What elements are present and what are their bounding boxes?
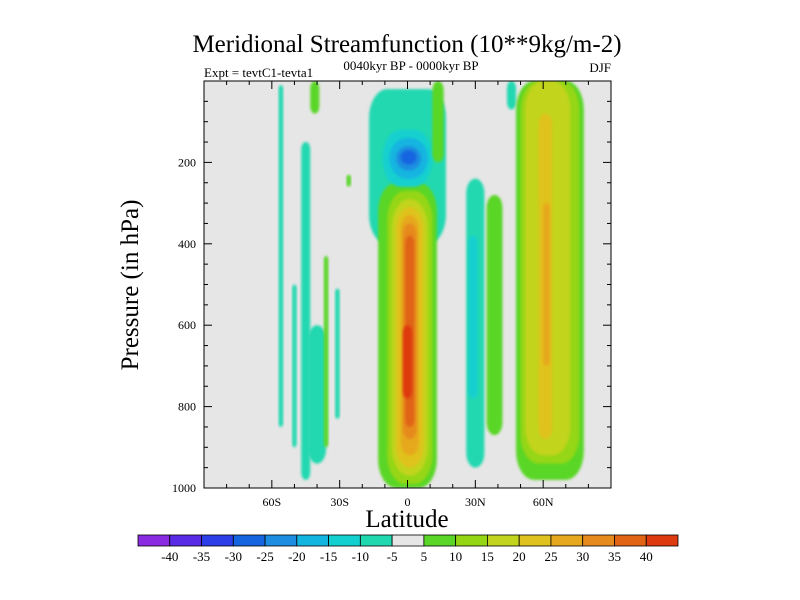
colorbar-label: 15 <box>481 549 494 564</box>
colorbar: -40 -35 -30 -25 -20 -15 -10 -5 5 10 15 20 25 30 35 40 <box>137 534 679 564</box>
colorbar-label: 20 <box>513 549 526 564</box>
colorbar-label: 35 <box>608 549 621 564</box>
colorbar-box <box>550 534 584 547</box>
colorbar-box <box>137 534 171 547</box>
colorbar-box <box>645 534 679 547</box>
colorbar-box <box>232 534 266 547</box>
colorbar-box <box>391 534 425 547</box>
y-tick-label: 800 <box>178 400 196 414</box>
contour-region-6 <box>335 288 340 419</box>
colorbar-label: -5 <box>387 549 398 564</box>
contour-region-7 <box>346 174 351 187</box>
colorbar-label: -25 <box>256 549 273 564</box>
colorbar-label: -20 <box>288 549 305 564</box>
colorbar-box <box>296 534 329 547</box>
colorbar-label: 5 <box>421 549 428 564</box>
contour-region-5 <box>323 256 329 448</box>
colorbar-label: 30 <box>576 549 589 564</box>
colorbar-label: -40 <box>161 549 178 564</box>
contour-region-23 <box>468 235 478 399</box>
chart-subtitle-right: DJF <box>589 60 611 75</box>
chart-subtitle-center: 0040kyr BP - 0000kyr BP <box>343 58 478 73</box>
colorbar-box <box>423 534 457 547</box>
y-tick-label: 400 <box>178 237 196 251</box>
contour-region-16 <box>402 325 413 399</box>
contour-region-20 <box>400 150 417 165</box>
contour-region-1 <box>292 284 297 448</box>
chart-title: Meridional Streamfunction (10**9kg/m-2) <box>192 31 621 58</box>
colorbar-box <box>328 534 361 547</box>
y-axis-ticks: 200 400 600 800 1000 <box>172 100 611 495</box>
y-tick-label: 200 <box>178 155 196 169</box>
colorbar-label: 40 <box>640 549 653 564</box>
colorbar-box <box>582 534 615 547</box>
colorbar-box <box>487 534 520 547</box>
y-tick-label: 1000 <box>172 481 196 495</box>
colorbar-box <box>169 534 202 547</box>
colorbar-box <box>201 534 234 547</box>
colorbar-box <box>359 534 393 547</box>
y-tick-label: 600 <box>178 318 196 332</box>
colorbar-box <box>518 534 552 547</box>
colorbar-label: 25 <box>544 549 557 564</box>
x-axis-ticks: 60S 30S 0 30N 60N <box>226 81 589 509</box>
x-axis-label: Latitude <box>365 506 448 533</box>
colorbar-box <box>614 534 647 547</box>
y-axis-label: Pressure (in hPa) <box>117 200 144 371</box>
x-tick-label: 60S <box>262 495 281 509</box>
x-tick-label: 30S <box>330 495 349 509</box>
contour-region-3 <box>308 325 327 464</box>
contour-region-0 <box>278 85 284 427</box>
x-tick-label: 0 <box>405 495 411 509</box>
colorbar-label: 10 <box>449 549 462 564</box>
colorbar-box <box>455 534 488 547</box>
x-tick-label: 30N <box>465 495 486 509</box>
colorbar-box <box>264 534 298 547</box>
contour-regions <box>278 81 584 488</box>
colorbar-label: -10 <box>352 549 369 564</box>
contour-region-24 <box>486 194 503 436</box>
contour-region-21 <box>432 81 444 163</box>
chart-subtitle-left: Expt = tevtC1-tevta1 <box>204 65 313 80</box>
contour-region-4 <box>310 81 320 114</box>
contour-region-30 <box>543 203 550 366</box>
colorbar-label: -15 <box>320 549 337 564</box>
x-tick-label: 60N <box>533 495 554 509</box>
colorbar-label: -35 <box>193 549 210 564</box>
colorbar-label: -30 <box>225 549 242 564</box>
contour-region-25 <box>506 81 517 110</box>
